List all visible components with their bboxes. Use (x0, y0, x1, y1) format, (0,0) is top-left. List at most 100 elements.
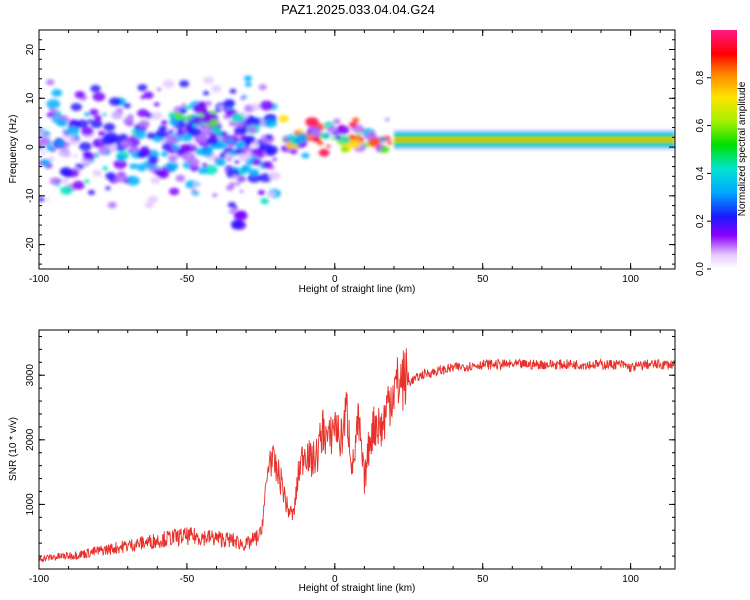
heatmap-blob (387, 141, 393, 146)
heatmap-blob (226, 101, 234, 107)
heatmap-blob (266, 191, 276, 198)
heatmap-blob (89, 108, 99, 116)
heatmap-blob (49, 177, 61, 185)
heatmap-x-axis: -100 -50 0 50 100 (29, 30, 661, 285)
snr-y-tick-label: 2000 (25, 428, 36, 451)
heatmap-blob (378, 136, 387, 143)
heatmap-blob (233, 210, 248, 221)
heatmap-blob (243, 135, 256, 145)
heatmap-blob (165, 161, 179, 171)
heatmap-blob (251, 141, 260, 148)
heatmap-blob (203, 164, 218, 175)
heatmap-blob (45, 79, 55, 86)
heatmap-blob (146, 163, 155, 170)
heatmap-blob (259, 100, 274, 111)
heatmap-blob (189, 164, 200, 172)
heatmap-blob (115, 107, 124, 114)
heatmap-blob (311, 130, 322, 138)
heatmap-blob (265, 134, 273, 140)
heatmap-blob (201, 115, 212, 124)
heatmap-blob (257, 189, 266, 196)
colorbar-tick-label: 0.0 (695, 262, 706, 276)
colorbar-tick-label: 0.6 (695, 118, 706, 132)
heatmap-blob (278, 114, 290, 123)
heatmap-blob (264, 118, 278, 128)
heatmap-blob (51, 88, 63, 97)
heatmap-blob (45, 145, 54, 152)
heatmap-y-tick-label: -10 (25, 188, 36, 203)
snr-x-tick-label: 100 (622, 574, 639, 585)
heatmap-blob (80, 126, 94, 136)
heatmap-blob (136, 150, 148, 159)
heatmap-blob (165, 135, 178, 145)
heatmap-blob (247, 122, 253, 126)
heatmap-blob (252, 158, 262, 166)
heatmap-blob (70, 103, 82, 112)
heatmap-blob (341, 136, 351, 143)
heatmap-blob (305, 117, 319, 127)
colorbar-tick-label: 0.4 (695, 166, 706, 180)
heatmap-band (393, 129, 675, 150)
heatmap-blob (120, 139, 133, 149)
snr-x-tick-label: 0 (332, 574, 338, 585)
heatmap-blob (101, 135, 116, 146)
heatmap-blob (153, 102, 160, 107)
heatmap-blob (290, 133, 295, 137)
heatmap-blob (227, 201, 236, 208)
heatmap-blob (228, 208, 237, 214)
heatmap-blob (56, 110, 62, 114)
heatmap-x-tick-label: -100 (29, 274, 49, 285)
heatmap-cells (39, 75, 675, 231)
heatmap-blob-group (39, 75, 675, 231)
heatmap-blob (367, 138, 381, 148)
heatmap-blob (190, 114, 197, 119)
heatmap-blob (83, 152, 95, 161)
heatmap-blob (191, 119, 197, 123)
heatmap-blob (39, 136, 50, 146)
heatmap-blob (247, 173, 261, 183)
heatmap-blob (294, 133, 309, 143)
heatmap-blob (251, 147, 264, 157)
heatmap-blob (180, 133, 193, 142)
heatmap-blob (301, 152, 310, 159)
heatmap-blob (185, 180, 197, 189)
heatmap-blob (87, 119, 93, 123)
heatmap-blob (326, 125, 338, 133)
heatmap-blob (258, 84, 267, 91)
heatmap-blob (83, 179, 90, 184)
heatmap-blob (160, 151, 169, 157)
heatmap-blob (181, 103, 187, 107)
heatmap-y-tick-label: 10 (25, 92, 36, 104)
snr-x-tick-label: 50 (477, 574, 489, 585)
heatmap-blob (130, 146, 140, 153)
heatmap-blob (147, 155, 159, 164)
heatmap-blob (193, 182, 200, 188)
snr-y-tick-label: 1000 (25, 493, 36, 516)
heatmap-blob (259, 173, 272, 183)
heatmap-blob (138, 120, 150, 129)
heatmap-blob (171, 144, 180, 151)
colorbar-ticks: 0.0 0.2 0.4 0.6 0.8 (695, 70, 711, 276)
heatmap-blob (230, 219, 244, 229)
heatmap-blob (201, 162, 208, 168)
heatmap-blob (175, 174, 186, 182)
heatmap-blob (158, 125, 168, 132)
heatmap-blob (160, 119, 168, 125)
heatmap-blob (90, 84, 101, 93)
heatmap-blob (198, 121, 204, 125)
heatmap-blob (330, 136, 336, 140)
heatmap-x-tick-label: 0 (332, 274, 338, 285)
colorbar-tick-label: 0.8 (695, 70, 706, 84)
heatmap-blob (289, 148, 298, 155)
heatmap-blob (197, 167, 208, 175)
heatmap-x-tick-label: 100 (622, 274, 639, 285)
heatmap-blob (102, 113, 107, 117)
heatmap-blob (143, 91, 154, 99)
heatmap-blob (156, 87, 162, 92)
colorbar: 0.0 0.2 0.4 0.6 0.8 Normalized spectral ampl… (695, 30, 748, 276)
heatmap-blob (193, 103, 207, 114)
heatmap-blob (238, 153, 250, 162)
heatmap-blob (194, 147, 206, 156)
heatmap-blob (177, 128, 183, 133)
heatmap-blob (298, 128, 304, 133)
